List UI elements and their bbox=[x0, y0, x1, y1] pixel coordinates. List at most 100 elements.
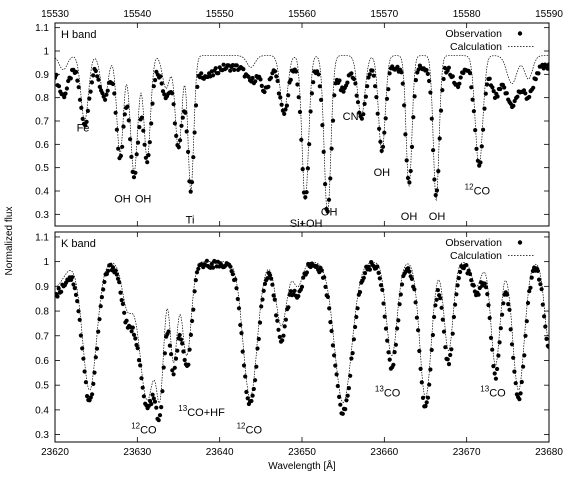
data-point-observation bbox=[332, 353, 337, 358]
data-point-observation bbox=[487, 76, 492, 81]
data-point-observation bbox=[133, 336, 138, 341]
data-point-observation bbox=[161, 365, 166, 370]
data-point-observation bbox=[239, 331, 244, 336]
data-point-observation bbox=[490, 85, 495, 90]
data-point-observation bbox=[323, 284, 328, 289]
data-point-observation bbox=[512, 369, 517, 374]
data-point-observation bbox=[292, 288, 297, 293]
data-point-observation bbox=[131, 175, 137, 180]
data-point-observation bbox=[124, 318, 129, 323]
data-point-observation bbox=[279, 102, 284, 107]
data-point-observation bbox=[171, 372, 176, 377]
data-point-observation bbox=[492, 371, 497, 376]
data-point-observation bbox=[425, 395, 431, 400]
data-point-observation bbox=[320, 123, 325, 128]
data-point-observation bbox=[259, 304, 264, 309]
data-point-observation bbox=[125, 104, 130, 109]
data-point-observation bbox=[338, 402, 343, 407]
data-point-observation bbox=[131, 332, 137, 337]
data-point-observation bbox=[110, 81, 116, 87]
data-point-observation bbox=[438, 296, 443, 301]
data-point-observation bbox=[328, 176, 333, 181]
y-axis-title: Normalized flux bbox=[4, 207, 15, 276]
data-point-observation bbox=[402, 103, 407, 108]
data-point-observation bbox=[476, 292, 481, 297]
data-point-observation bbox=[153, 78, 158, 83]
x-tick-label: 23630 bbox=[123, 447, 151, 458]
line-annotation: OH bbox=[429, 211, 446, 223]
data-point-observation bbox=[349, 356, 354, 361]
data-point-observation bbox=[55, 294, 60, 299]
data-point-observation bbox=[446, 65, 451, 70]
data-point-observation bbox=[483, 285, 489, 290]
data-point-observation bbox=[172, 365, 177, 370]
data-point-observation bbox=[177, 332, 182, 338]
data-point-observation bbox=[98, 304, 103, 309]
data-point-observation bbox=[433, 193, 438, 198]
data-point-observation bbox=[474, 146, 479, 151]
data-point-observation bbox=[416, 328, 421, 333]
data-point-observation bbox=[278, 95, 283, 100]
data-point-observation bbox=[151, 84, 156, 89]
data-point-observation bbox=[473, 128, 478, 133]
y-tick-label: 0.5 bbox=[35, 381, 49, 392]
data-point-observation bbox=[62, 95, 67, 100]
data-point-observation bbox=[383, 326, 389, 331]
data-point-observation bbox=[445, 357, 450, 362]
data-point-observation bbox=[545, 66, 549, 71]
data-point-observation bbox=[441, 329, 447, 334]
data-point-observation bbox=[498, 326, 503, 331]
data-point-observation bbox=[244, 389, 249, 395]
k-band-label: K band bbox=[61, 238, 96, 250]
data-point-observation bbox=[375, 111, 380, 116]
data-point-observation bbox=[128, 137, 133, 142]
data-point-observation bbox=[209, 261, 214, 266]
data-point-observation bbox=[175, 348, 180, 353]
data-point-observation bbox=[329, 328, 334, 334]
data-point-observation bbox=[304, 270, 309, 275]
data-point-observation bbox=[440, 88, 445, 93]
data-point-observation bbox=[156, 418, 161, 423]
data-point-observation bbox=[73, 292, 79, 297]
data-point-observation bbox=[71, 282, 76, 287]
data-point-observation bbox=[157, 413, 163, 418]
y-tick-label: 0.6 bbox=[35, 356, 49, 367]
data-point-observation bbox=[241, 67, 246, 72]
data-point-observation bbox=[413, 300, 418, 305]
line-annotation: Ti bbox=[186, 215, 195, 227]
data-point-observation bbox=[442, 65, 447, 71]
data-point-observation bbox=[496, 353, 501, 358]
data-point-observation bbox=[213, 66, 218, 71]
data-point-observation bbox=[150, 392, 155, 397]
data-point-observation bbox=[457, 81, 462, 86]
legend-calculation-label: Calculation bbox=[450, 41, 502, 53]
series-line-calculation bbox=[55, 55, 549, 215]
data-point-observation bbox=[523, 91, 528, 96]
data-point-observation bbox=[311, 80, 316, 85]
data-point-observation bbox=[233, 277, 238, 282]
data-point-observation bbox=[147, 140, 152, 145]
data-point-observation bbox=[55, 72, 59, 77]
data-point-observation bbox=[524, 319, 529, 324]
y-tick-label: 0.8 bbox=[35, 93, 49, 104]
data-point-observation bbox=[79, 105, 84, 110]
data-point-observation bbox=[141, 394, 146, 399]
data-point-observation bbox=[478, 160, 483, 165]
data-point-observation bbox=[261, 288, 266, 293]
data-point-observation bbox=[199, 71, 204, 76]
data-point-observation bbox=[118, 290, 123, 295]
data-point-observation bbox=[303, 195, 308, 200]
data-point-observation bbox=[136, 358, 142, 363]
line-annotation: CN bbox=[343, 111, 359, 123]
data-point-observation bbox=[417, 348, 422, 354]
data-point-observation bbox=[56, 286, 61, 291]
data-point-observation bbox=[525, 300, 531, 306]
data-point-observation bbox=[508, 327, 513, 332]
y-tick-label: 0.8 bbox=[35, 307, 49, 318]
data-point-observation bbox=[362, 271, 368, 276]
data-point-observation bbox=[236, 306, 242, 311]
data-point-observation bbox=[159, 405, 164, 410]
data-point-observation bbox=[180, 341, 185, 346]
data-point-observation bbox=[275, 318, 280, 323]
data-point-observation bbox=[443, 345, 448, 350]
